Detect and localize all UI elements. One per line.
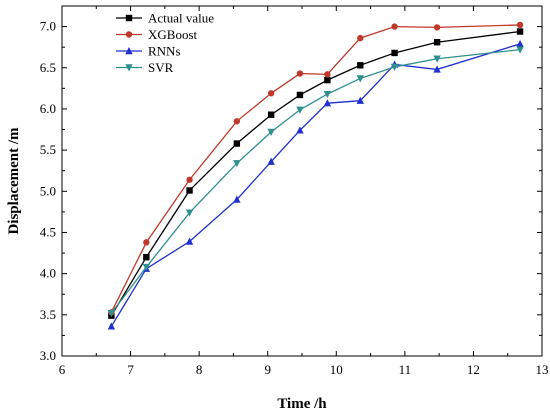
x-tick-label: 8 xyxy=(196,362,203,377)
series-actual-value xyxy=(108,28,524,319)
data-point xyxy=(107,322,116,330)
data-point xyxy=(324,71,331,78)
legend-label: SVR xyxy=(148,60,174,75)
data-point xyxy=(267,157,275,165)
data-point xyxy=(143,253,150,261)
series-line xyxy=(110,49,521,314)
legend-item: RNNs xyxy=(116,44,181,59)
legend-label: XGBoost xyxy=(148,27,198,42)
data-point xyxy=(516,39,524,48)
x-tick-label: 6 xyxy=(59,362,66,377)
data-point xyxy=(296,91,304,99)
data-point xyxy=(186,187,193,194)
data-point xyxy=(323,90,332,99)
data-point xyxy=(433,65,441,73)
legend-item: Actual value xyxy=(116,11,214,26)
axes: 6 7 8 9 10 11 12 13 3.0 3.5 4.0 4.5 5.0 5.5 6.0 6.5 7.0 xyxy=(40,5,549,377)
legend-swatch-marker xyxy=(125,47,133,55)
data-point xyxy=(324,76,331,84)
legend-item: SVR xyxy=(116,60,174,75)
data-point xyxy=(516,46,524,54)
x-tick-label: 11 xyxy=(399,362,412,377)
y-tick-label: 5.5 xyxy=(40,142,56,157)
y-tick-label: 6.0 xyxy=(40,101,56,116)
y-tick-label: 5.0 xyxy=(40,183,56,198)
y-tick-label: 4.0 xyxy=(40,266,56,281)
series-lines xyxy=(107,21,524,330)
data-point xyxy=(357,62,364,69)
legend-swatch-marker xyxy=(125,31,133,38)
y-tick-label: 3.0 xyxy=(40,348,56,363)
data-point xyxy=(233,118,241,125)
data-point xyxy=(433,39,441,46)
data-point xyxy=(433,55,441,63)
y-tick-label: 3.5 xyxy=(40,307,56,322)
data-point xyxy=(391,49,398,57)
x-tick-label: 12 xyxy=(467,362,480,377)
plot-frame xyxy=(61,5,543,357)
data-point xyxy=(107,309,116,318)
data-point xyxy=(356,75,364,83)
data-point xyxy=(142,263,151,272)
data-point xyxy=(390,63,399,71)
y-axis-title: Displacement /m xyxy=(6,127,22,235)
data-point xyxy=(516,21,524,29)
x-tick-label: 10 xyxy=(330,362,343,377)
legend-label: Actual value xyxy=(148,11,214,26)
data-point xyxy=(267,90,275,97)
x-tick-label: 9 xyxy=(264,362,271,377)
data-point xyxy=(296,106,304,114)
data-point xyxy=(186,176,193,183)
y-tick-label: 6.5 xyxy=(40,60,56,75)
legend-swatch-marker xyxy=(125,64,133,72)
x-tick-label: 7 xyxy=(127,362,134,377)
y-tick-label: 4.5 xyxy=(40,224,56,239)
data-point xyxy=(267,128,275,136)
data-point xyxy=(143,239,150,246)
y-tick-label: 7.0 xyxy=(40,19,56,34)
data-point xyxy=(323,99,332,107)
data-point xyxy=(233,160,241,168)
x-tick-label: 13 xyxy=(536,362,549,377)
data-point xyxy=(233,140,241,147)
legend-label: RNNs xyxy=(148,44,181,59)
x-axis-title: Time /h xyxy=(277,396,327,412)
series-rnns xyxy=(107,39,524,330)
data-point xyxy=(391,23,398,30)
legend-swatch-marker xyxy=(125,14,133,22)
data-point xyxy=(233,195,241,203)
data-point xyxy=(296,70,304,77)
legend-item: XGBoost xyxy=(116,27,198,42)
series-svr xyxy=(107,46,524,318)
data-point xyxy=(267,111,275,118)
data-point xyxy=(516,28,524,35)
data-point xyxy=(357,34,364,42)
data-point xyxy=(185,237,194,245)
data-point xyxy=(296,126,304,134)
data-point xyxy=(185,209,194,217)
data-point xyxy=(433,24,441,31)
data-point xyxy=(356,96,364,104)
